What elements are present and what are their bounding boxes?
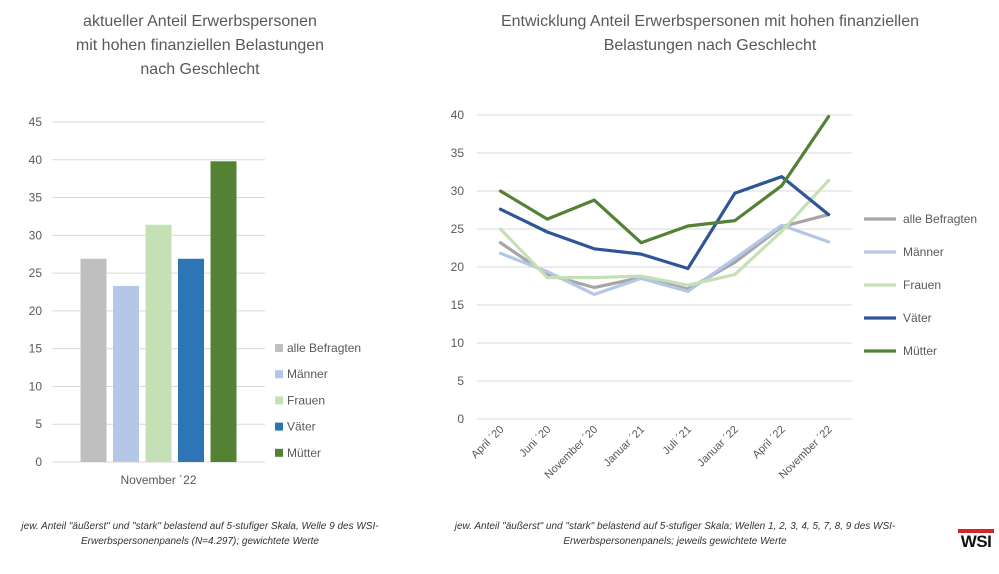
legend-label: Männer <box>903 245 944 259</box>
series-line-männer <box>498 223 831 296</box>
series-line-väter <box>498 175 831 271</box>
x-tick-label: Januar ´22 <box>695 424 741 470</box>
bar-mütter <box>210 161 237 463</box>
bar-chart-title-line: aktueller Anteil Erwerbspersonen <box>83 13 317 30</box>
y-tick-label: 10 <box>29 379 43 393</box>
legend-label: Väter <box>903 311 932 325</box>
y-tick-label: 25 <box>451 222 465 236</box>
legend-swatch <box>275 448 283 457</box>
x-tick-label: Juni ´20 <box>517 424 553 460</box>
bar-chart-footnote: jew. Anteil "äußerst" und "stark" belast… <box>21 521 379 547</box>
y-tick-label: 40 <box>29 153 43 167</box>
bar-frauen <box>145 224 172 462</box>
bar-chart-title-line: nach Geschlecht <box>140 61 260 78</box>
bar-chart: 0 5 10 15 20 25 30 35 40 45 November ´22 alle Befra… <box>29 115 361 487</box>
y-tick-label: 45 <box>29 115 43 129</box>
legend-label: Frauen <box>287 393 325 407</box>
line-chart-title: Entwicklung Anteil Erwerbspersonen mit h… <box>440 10 980 58</box>
bar-männer <box>113 285 139 462</box>
y-tick-label: 25 <box>29 266 43 280</box>
y-tick-label: 30 <box>29 228 43 242</box>
line-chart-footnote: jew. Anteil "äußerst" und "stark" belast… <box>454 521 896 547</box>
series-line-mütter <box>498 114 831 245</box>
bar-chart-title-line: mit hohen finanziellen Belastungen <box>75 37 325 54</box>
y-tick-label: 10 <box>451 336 465 350</box>
y-tick-label: 0 <box>457 412 464 426</box>
y-tick-label: 0 <box>35 455 42 469</box>
legend-swatch <box>275 344 283 352</box>
series-line-frauen <box>498 178 831 287</box>
wsi-logo-text: WSI <box>960 532 992 551</box>
line-chart-title-line: Belastungen nach Geschlecht <box>603 37 817 54</box>
y-tick-label: 5 <box>35 417 42 431</box>
y-tick-label: 35 <box>451 146 465 160</box>
y-tick-label: 20 <box>451 260 465 274</box>
line-chart-title-line: Entwicklung Anteil Erwerbspersonen mit h… <box>500 13 919 30</box>
bar-väter <box>178 258 204 462</box>
y-tick-label: 15 <box>29 342 43 356</box>
legend-swatch <box>275 396 283 405</box>
bar-chart-title: aktueller Anteil Erwerbspersonen mit hoh… <box>30 10 370 82</box>
legend-label: alle Befragten <box>903 212 977 226</box>
legend-label: Väter <box>287 420 316 434</box>
bar-alle-befragten <box>80 258 107 462</box>
legend-swatch <box>275 370 283 379</box>
x-category-label: November ´22 <box>120 473 196 487</box>
wsi-logo-bar <box>958 529 994 533</box>
y-tick-label: 30 <box>451 184 465 198</box>
y-tick-label: 5 <box>457 374 464 388</box>
y-tick-label: 40 <box>451 108 465 122</box>
x-tick-label: Juli ´21 <box>660 424 694 458</box>
legend-label: alle Befragten <box>287 341 361 355</box>
x-tick-label: April ´20 <box>469 424 506 461</box>
x-tick-label: Januar ´21 <box>602 424 648 470</box>
legend-label: Mütter <box>287 446 321 460</box>
y-tick-label: 15 <box>451 298 465 312</box>
legend-label: Mütter <box>903 344 937 358</box>
legend-label: Männer <box>287 367 328 381</box>
y-tick-label: 35 <box>29 191 43 205</box>
x-tick-label: April ´22 <box>750 424 787 461</box>
legend-swatch <box>275 422 283 431</box>
wsi-logo: WSI <box>958 529 994 555</box>
y-tick-label: 20 <box>29 304 43 318</box>
legend-label: Frauen <box>903 278 941 292</box>
